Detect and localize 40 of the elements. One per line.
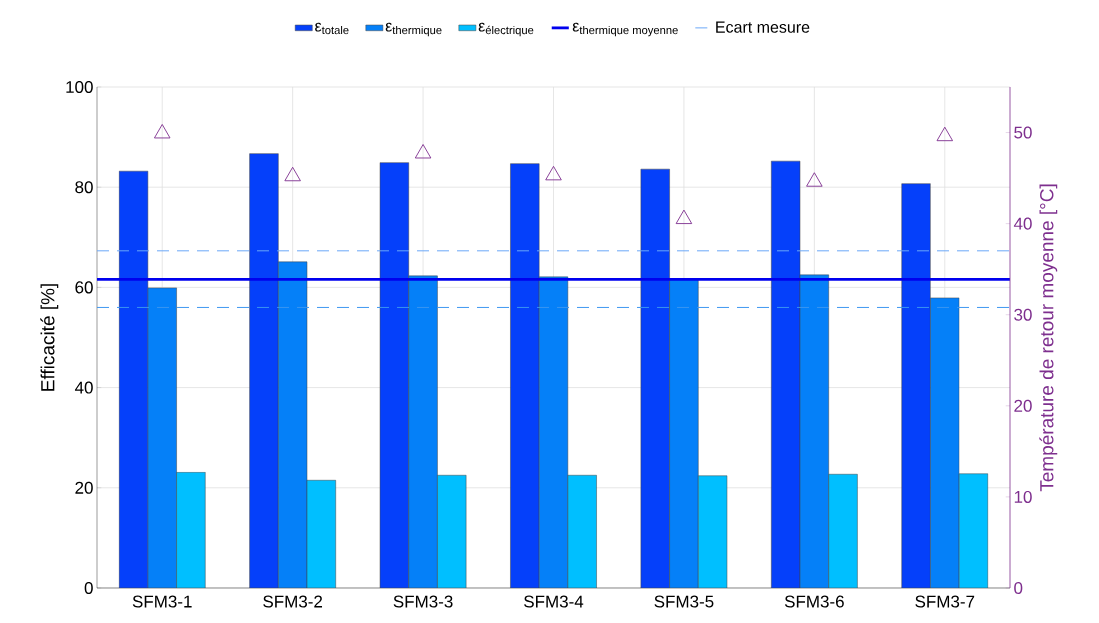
point [153,124,171,139]
point [806,172,823,187]
y-tick-label: 40 [74,381,93,394]
x-tick-label: SFM3-7 [915,595,975,608]
y-tick-label: 60 [75,281,93,294]
x-tick-label: SFM3-4 [524,595,584,608]
bar [901,183,931,588]
legend-label: $\text{ε}_{\text{thermique moyenne}}$ [572,22,678,37]
y2-tick-label: 40 [1013,217,1032,230]
legend-label: $\text{ε}_{\text{thermique}}$ [385,22,442,37]
legend-label: Ecart mesure [716,21,810,33]
x-tick-label: SFM3-2 [263,595,323,608]
point [545,165,562,181]
y2-tick-label: 30 [1014,308,1032,321]
point [284,166,301,182]
y-tick-label: 0 [84,581,93,595]
bar [771,160,801,588]
bar [379,162,409,588]
x-tick-label: SFM3-1 [132,595,192,608]
bar [249,153,279,588]
bar [510,163,540,588]
y-tick-label: 20 [75,481,93,494]
legend-label: $\text{ε}_{\text{totale}}$ [315,22,349,35]
point [414,144,432,159]
x-tick-label: SFM3-6 [784,595,844,608]
y2-axis-title: Température de retour moyenne [°C] [1039,184,1058,492]
x-tick-label: SFM3-5 [654,595,714,608]
point [675,209,693,225]
y2-tick-label: 10 [1014,490,1032,503]
y-tick-label: 80 [75,181,93,194]
bar [640,168,670,588]
x-tick-label: SFM3-3 [393,595,453,608]
y2-tick-label: 0 [1014,581,1023,595]
y2-tick-label: 20 [1014,399,1032,412]
y2-tick-label: 50 [1014,126,1032,139]
point [936,126,954,142]
y-tick-label: 100 [66,80,93,94]
legend-label: $\text{ε}_{\text{électrique}}$ [478,22,534,37]
y-axis-title: Efficacité [%] [40,284,59,391]
bar [118,170,149,588]
